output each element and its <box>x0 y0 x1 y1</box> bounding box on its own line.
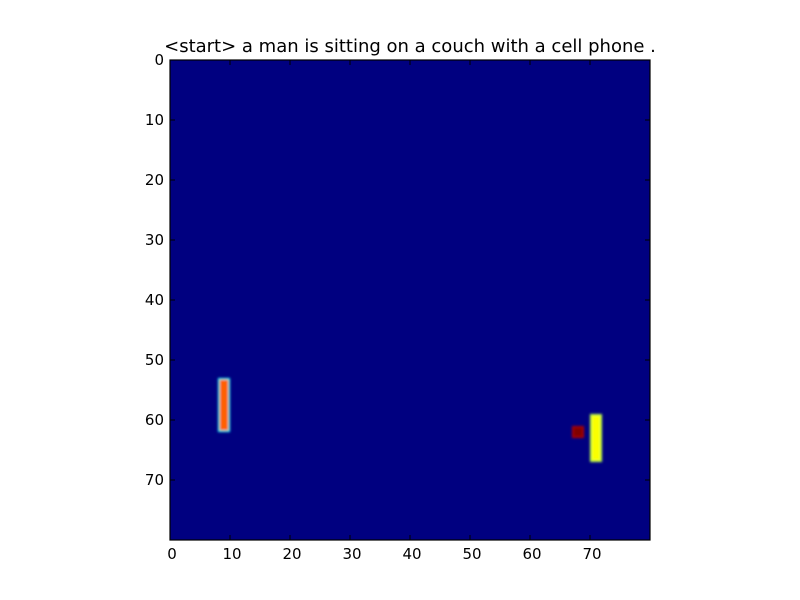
y-tick-label: 30 <box>145 231 164 249</box>
x-tick-label: 20 <box>282 545 301 563</box>
y-axis: 0 10 20 30 40 50 60 70 <box>145 51 650 489</box>
y-tick-label: 20 <box>145 171 164 189</box>
x-tick-label: 40 <box>402 545 421 563</box>
heatmap-cell <box>591 415 601 461</box>
y-tick-label: 0 <box>154 51 164 69</box>
heatmap-cell <box>219 379 229 431</box>
heatmap-cell <box>573 427 583 437</box>
y-tick-label: 10 <box>145 111 164 129</box>
chart-title: <start> a man is sitting on a couch with… <box>164 36 656 57</box>
x-tick-label: 70 <box>582 545 601 563</box>
x-tick-label: 0 <box>167 545 177 563</box>
heatmap-region-peak-square <box>572 426 584 438</box>
y-tick-label: 70 <box>145 471 164 489</box>
x-axis: 0 10 20 30 40 50 60 70 <box>167 60 602 563</box>
x-tick-label: 50 <box>462 545 481 563</box>
plot-area <box>170 60 650 540</box>
y-tick-label: 50 <box>145 351 164 369</box>
heatmap-region-left-bar <box>218 378 230 432</box>
y-tick-label: 40 <box>145 291 164 309</box>
x-tick-label: 30 <box>342 545 361 563</box>
y-tick-label: 60 <box>145 411 164 429</box>
heatmap-region-right-bar <box>590 414 602 462</box>
heatmap-background <box>170 60 650 540</box>
plot-frame <box>169 59 651 541</box>
x-tick-label: 10 <box>222 545 241 563</box>
x-tick-label: 60 <box>522 545 541 563</box>
